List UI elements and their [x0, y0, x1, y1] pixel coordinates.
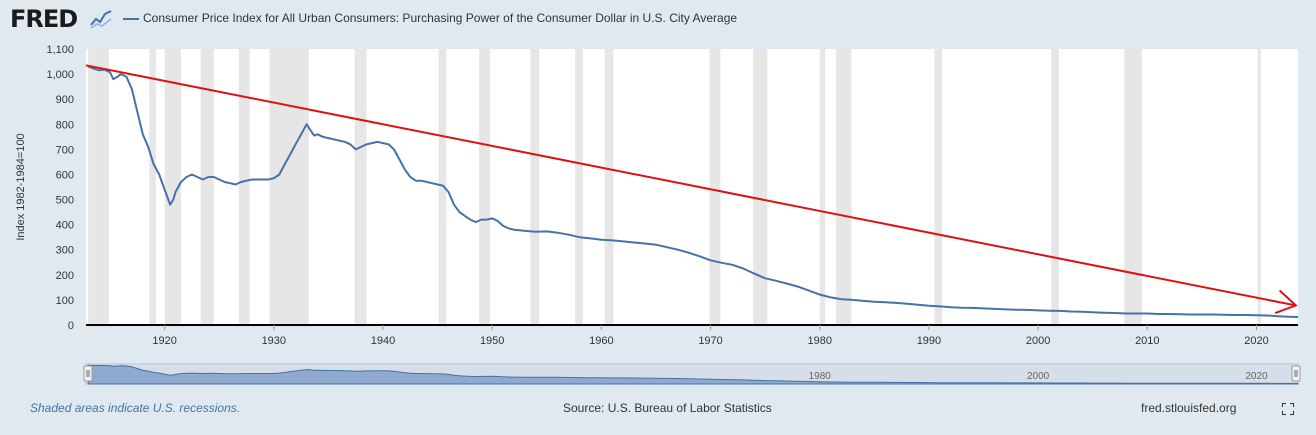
- y-tick-label: 500: [56, 195, 74, 207]
- site-link[interactable]: fred.stlouisfed.org: [1141, 401, 1237, 415]
- y-tick-label: 800: [56, 119, 74, 131]
- y-tick-label: 300: [56, 245, 74, 257]
- fullscreen-icon[interactable]: [1282, 403, 1294, 415]
- recession-note: Shaded areas indicate U.S. recessions.: [30, 401, 241, 415]
- navigator-series-area: [87, 364, 1299, 385]
- recession-band: [1124, 49, 1142, 325]
- y-tick-label: 0: [68, 320, 74, 332]
- y-tick-label: 200: [56, 270, 74, 282]
- line-chart-icon: [90, 8, 112, 30]
- y-tick-label: 600: [56, 169, 74, 181]
- recession-band: [438, 49, 447, 325]
- series-legend-swatch: [123, 18, 139, 20]
- series-line: [87, 65, 1299, 318]
- series-title: Consumer Price Index for All Urban Consu…: [143, 11, 738, 25]
- y-tick-label: 400: [56, 220, 74, 232]
- recession-band: [1051, 49, 1059, 325]
- x-tick-label: 1920: [152, 335, 176, 347]
- navigator-label: 2000: [1027, 371, 1050, 382]
- recession-band: [1257, 49, 1261, 325]
- recession-band: [709, 49, 721, 325]
- recession-band: [88, 49, 109, 325]
- x-tick-label: 1950: [480, 335, 504, 347]
- recession-band: [479, 49, 490, 325]
- plot-background: [86, 49, 1298, 325]
- recession-band: [819, 49, 826, 325]
- navigator-handle-right[interactable]: [1291, 365, 1301, 382]
- recession-band: [164, 49, 181, 325]
- recession-band: [575, 49, 583, 325]
- x-tick-label: 1940: [371, 335, 395, 347]
- x-tick-label: 1980: [808, 335, 832, 347]
- y-tick-label: 1,000: [46, 69, 74, 81]
- x-tick-label: 1970: [698, 335, 722, 347]
- recession-band: [238, 49, 250, 325]
- recession-band: [753, 49, 768, 325]
- x-tick-label: 1960: [589, 335, 613, 347]
- navigator-handle-left[interactable]: [83, 365, 93, 382]
- y-tick-label: 100: [56, 295, 74, 307]
- y-tick-label: 1,100: [46, 44, 74, 56]
- recession-band: [200, 49, 214, 325]
- navigator-label: 1980: [809, 371, 832, 382]
- recession-band: [836, 49, 852, 325]
- source-text: Source: U.S. Bureau of Labor Statistics: [563, 401, 772, 415]
- y-tick-label: 700: [56, 144, 74, 156]
- fred-logo[interactable]: FRED: [10, 5, 78, 33]
- y-tick-label: 900: [56, 94, 74, 106]
- y-axis-title: Index 1982-1984=100: [15, 133, 27, 240]
- navigator-label: 2020: [1245, 371, 1268, 382]
- recession-band: [269, 49, 309, 325]
- recession-band: [604, 49, 614, 325]
- x-tick-label: 1930: [262, 335, 286, 347]
- x-tick-label: 2010: [1135, 335, 1159, 347]
- graph-header: FRED Consumer Price Index for All Urban …: [0, 0, 1316, 40]
- recession-band: [149, 49, 156, 325]
- x-tick-label: 2020: [1244, 335, 1268, 347]
- annotation-arrow-head: [1274, 289, 1298, 314]
- recession-band: [934, 49, 943, 325]
- recession-band: [530, 49, 540, 325]
- x-tick-label: 1990: [917, 335, 941, 347]
- annotation-arrow-shaft: [85, 64, 1297, 307]
- x-tick-label: 2000: [1026, 335, 1050, 347]
- recession-band: [354, 49, 367, 325]
